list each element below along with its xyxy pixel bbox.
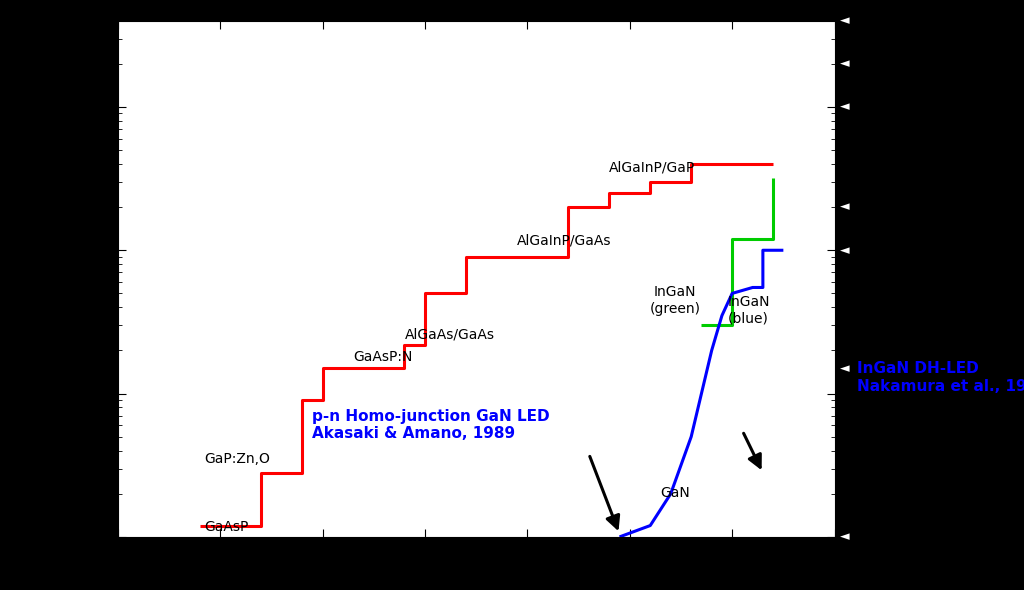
Text: GaAsP:N: GaAsP:N (353, 350, 413, 364)
Text: ◄: ◄ (840, 14, 849, 27)
Text: GaAsP: GaAsP (204, 520, 248, 534)
Text: ◄: ◄ (840, 201, 849, 214)
Text: ◄: ◄ (840, 362, 849, 375)
Text: AlGaInP/GaP: AlGaInP/GaP (609, 160, 695, 174)
Text: ◄: ◄ (840, 100, 849, 113)
Text: ◄: ◄ (840, 530, 849, 543)
Text: AlGaInP/GaAs: AlGaInP/GaAs (517, 233, 611, 247)
Text: InGaN
(green): InGaN (green) (649, 286, 700, 316)
Y-axis label: fényhasznosítás [lm/W]: fényhasznosítás [lm/W] (67, 197, 81, 360)
Text: InGaN
(blue): InGaN (blue) (727, 295, 770, 325)
Text: ◄: ◄ (840, 57, 849, 70)
Text: GaP:Zn,O: GaP:Zn,O (204, 453, 269, 467)
Text: GaN: GaN (660, 486, 690, 500)
Text: InGaN DH-LED
Nakamura et al., 1993: InGaN DH-LED Nakamura et al., 1993 (857, 362, 1024, 394)
Text: ◄: ◄ (840, 244, 849, 257)
Text: AlGaAs/GaAs: AlGaAs/GaAs (404, 327, 495, 342)
Text: p-n Homo-junction GaN LED
Akasaki & Amano, 1989: p-n Homo-junction GaN LED Akasaki & Aman… (312, 409, 550, 441)
